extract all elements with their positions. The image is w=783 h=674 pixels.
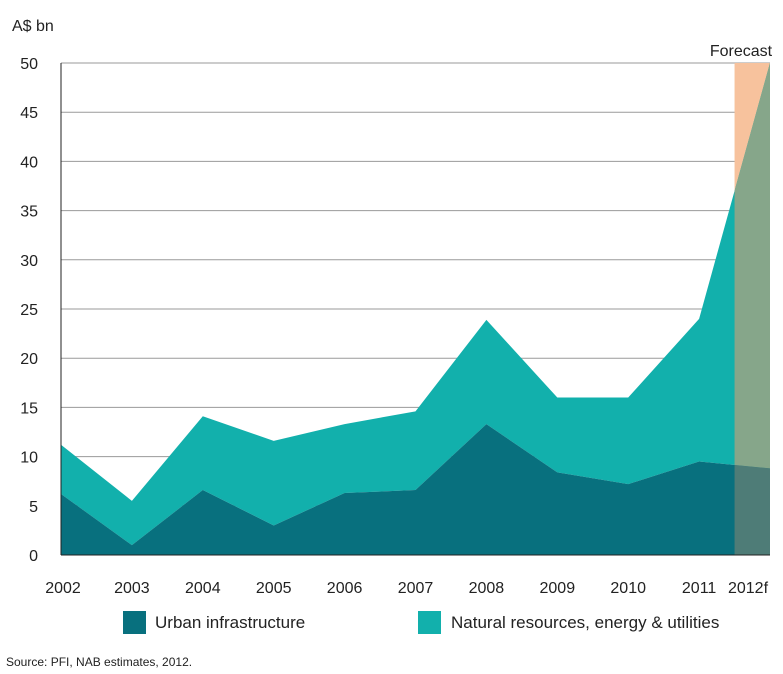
legend-label-2: Natural resources, energy & utilities xyxy=(451,613,719,632)
x-tick-2011: 2011 xyxy=(682,580,717,597)
source-note: Source: PFI, NAB estimates, 2012. xyxy=(6,655,193,669)
y-tick-40: 40 xyxy=(20,154,38,171)
area-natural-resources xyxy=(61,63,770,546)
x-tick-2004: 2004 xyxy=(185,580,221,597)
x-tick-2010: 2010 xyxy=(610,580,646,597)
legend-swatch-2 xyxy=(418,611,441,634)
x-tick-2009: 2009 xyxy=(540,580,576,597)
x-tick-2007: 2007 xyxy=(398,580,434,597)
y-tick-25: 25 xyxy=(20,302,38,319)
area-series xyxy=(61,63,770,555)
y-tick-20: 20 xyxy=(20,351,38,368)
x-tick-2008: 2008 xyxy=(469,580,505,597)
forecast-overlay-urban-infrastructure xyxy=(734,464,770,555)
area-urban-infrastructure xyxy=(61,424,770,555)
y-tick-30: 30 xyxy=(20,253,38,270)
x-tick-2002: 2002 xyxy=(45,580,81,597)
x-tick-labels: 2002 2003 2004 2005 2006 2007 2008 2009 2010 2011… xyxy=(45,580,768,597)
forecast-label: Forecast xyxy=(710,43,773,60)
y-axis-label: A$ bn xyxy=(12,18,54,35)
y-tick-10: 10 xyxy=(20,450,38,467)
legend: Urban infrastructure Natural resources, e… xyxy=(123,611,719,634)
y-tick-labels: 0 5 10 15 20 25 30 35 40 45 50 xyxy=(20,56,38,565)
x-tick-2012f: 2012f xyxy=(728,580,769,597)
y-tick-15: 15 xyxy=(20,400,38,417)
axes xyxy=(60,63,770,556)
x-tick-2006: 2006 xyxy=(327,580,363,597)
forecast-overlay-natural-resources xyxy=(734,63,770,469)
x-tick-2003: 2003 xyxy=(114,580,150,597)
y-tick-5: 5 xyxy=(29,499,38,516)
x-tick-2005: 2005 xyxy=(256,580,292,597)
y-tick-45: 45 xyxy=(20,105,38,122)
legend-label-1: Urban infrastructure xyxy=(155,613,305,632)
y-tick-35: 35 xyxy=(20,204,38,221)
y-tick-50: 50 xyxy=(20,56,38,73)
y-tick-0: 0 xyxy=(29,548,38,565)
legend-swatch-1 xyxy=(123,611,146,634)
